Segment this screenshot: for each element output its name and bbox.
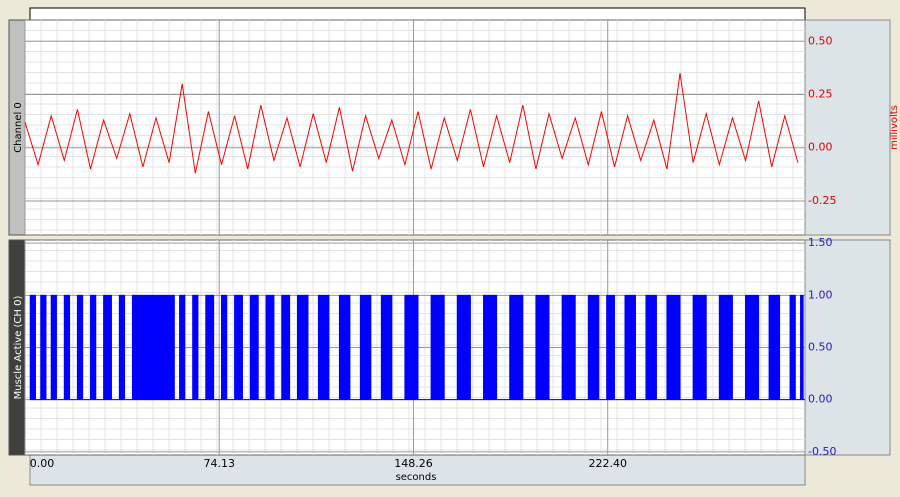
- y-tick-label: 0.00: [808, 393, 833, 406]
- x-tick-label: 148.26: [394, 457, 433, 470]
- y-tick-label: 0.50: [808, 341, 833, 354]
- y-tick-label: 0.00: [808, 141, 833, 154]
- x-tick-label: 0.00: [30, 457, 55, 470]
- x-axis-label: seconds: [396, 472, 437, 483]
- x-tick-label: 222.40: [588, 457, 627, 470]
- step-signal: [29, 294, 805, 401]
- x-tick-label: 74.13: [203, 457, 235, 470]
- y-tick-label: -0.50: [808, 445, 836, 458]
- y-tick-label: 0.25: [808, 88, 833, 101]
- y-tick-label: 0.50: [808, 34, 833, 47]
- y2-label: millivolts: [889, 105, 900, 150]
- y-tick-label: 1.00: [808, 288, 833, 301]
- channel-label: Channel 0: [13, 102, 24, 153]
- y-tick-label: -0.25: [808, 194, 836, 207]
- plot-area: [24, 19, 806, 236]
- signal-line: [24, 73, 799, 174]
- channel-label: Muscle Active (CH 0): [13, 296, 24, 400]
- right-axis-area: [804, 19, 891, 236]
- top-bar: [29, 7, 806, 21]
- x-axis-area: [29, 454, 806, 486]
- y-tick-label: 1.50: [808, 236, 833, 249]
